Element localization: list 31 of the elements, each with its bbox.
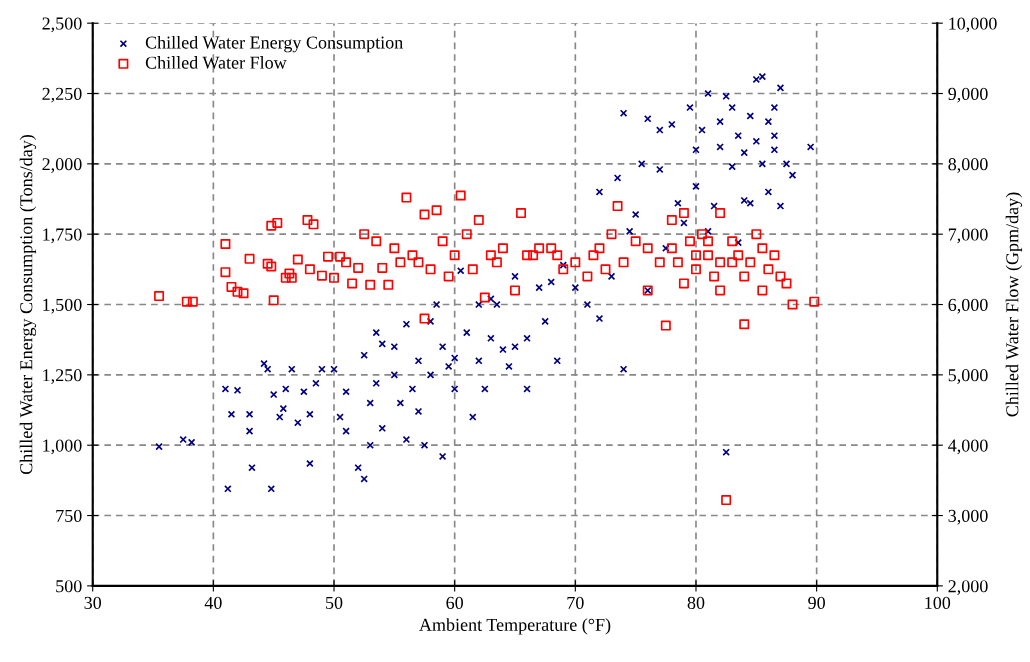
y2-tick-label: 6,000 [948, 298, 988, 314]
x-tick-label: 100 [925, 596, 951, 609]
y2-tick-label: 9,000 [948, 87, 988, 103]
y2-tick-label: 8,000 [948, 158, 988, 173]
x-tick-label: 50 [326, 596, 343, 609]
y-axis-title: Chilled Water Energy Consumption (Tons/day) [19, 134, 37, 475]
x-tick-label: 80 [687, 596, 705, 609]
x-tick-label: 60 [446, 596, 464, 609]
x-axis-title: Ambient Temperature (°F) [419, 618, 611, 635]
x-tick-label: 40 [204, 596, 222, 609]
y-tick-label: 1,000 [43, 439, 82, 455]
y2-tick-label: 2,000 [948, 580, 988, 595]
y2-tick-label: 5,000 [948, 369, 988, 384]
x-tick-label: 30 [84, 596, 102, 609]
y2-tick-label: 7,000 [948, 228, 988, 244]
y-tick-label: 750 [56, 509, 82, 522]
y2-tick-label: 4,000 [948, 439, 988, 455]
legend-label: Chilled Water Flow [145, 56, 287, 69]
y2-tick-label: 3,000 [948, 509, 988, 525]
y-tick-label: 2,000 [42, 158, 82, 173]
y-tick-label: 2,500 [42, 17, 82, 33]
y2-tick-label: 10,000 [949, 17, 997, 33]
legend-label: Chilled Water Energy Consumption [145, 35, 403, 53]
y2-axis-title: Chilled Water Flow (Gpm/day) [1005, 192, 1023, 417]
y-tick-label: 1,750 [43, 228, 82, 244]
x-tick-label: 90 [808, 596, 825, 609]
y-tick-label: 1,250 [43, 369, 82, 384]
x-tick-label: 70 [567, 596, 584, 609]
y-tick-label: 1,500 [43, 298, 82, 314]
y-tick-label: 2,250 [42, 87, 82, 103]
y-tick-label: 500 [56, 580, 82, 593]
